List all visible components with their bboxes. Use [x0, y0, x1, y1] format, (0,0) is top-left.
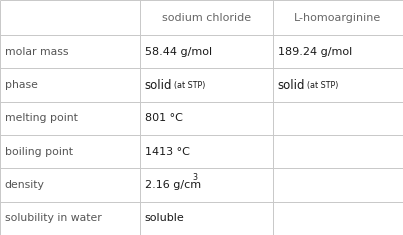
Text: (at STP): (at STP) [307, 81, 338, 90]
Text: molar mass: molar mass [5, 47, 69, 57]
Text: 189.24 g/mol: 189.24 g/mol [278, 47, 352, 57]
Text: 58.44 g/mol: 58.44 g/mol [145, 47, 212, 57]
Text: soluble: soluble [145, 213, 185, 223]
Text: phase: phase [5, 80, 38, 90]
Text: boiling point: boiling point [5, 147, 73, 157]
Text: (at STP): (at STP) [174, 81, 205, 90]
Text: 2.16 g/cm: 2.16 g/cm [145, 180, 201, 190]
Text: solubility in water: solubility in water [5, 213, 102, 223]
Text: L-homoarginine: L-homoarginine [294, 12, 382, 23]
Text: solid: solid [278, 78, 305, 91]
Text: solid: solid [145, 78, 172, 91]
Text: 3: 3 [192, 173, 197, 182]
Text: sodium chloride: sodium chloride [162, 12, 251, 23]
Text: melting point: melting point [5, 113, 78, 123]
Text: 1413 °C: 1413 °C [145, 147, 189, 157]
Text: density: density [5, 180, 45, 190]
Text: 801 °C: 801 °C [145, 113, 183, 123]
